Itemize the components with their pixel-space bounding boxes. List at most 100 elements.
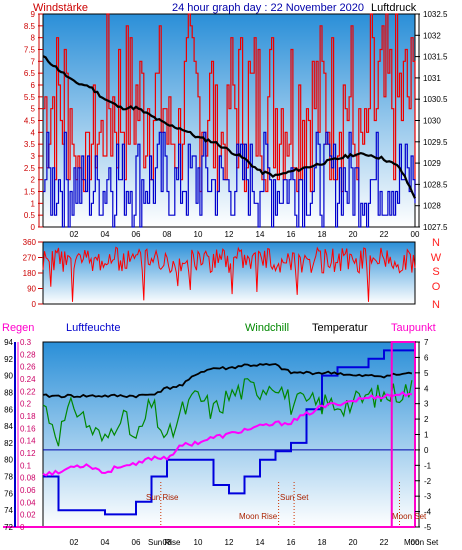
wind-tick-label: 8 xyxy=(31,34,36,43)
temperature-series xyxy=(42,362,413,399)
temp-tick-label: 5 xyxy=(424,369,429,378)
temp-tick-label: 3 xyxy=(424,400,429,409)
compass-label: N xyxy=(432,237,440,249)
rain-tick-label: 0.2 xyxy=(20,400,32,409)
axis-label-moon-set: Moon Set xyxy=(404,538,439,547)
x-tick-label: 06 xyxy=(132,230,141,239)
wind-direction-plot-area xyxy=(42,241,416,305)
humidity-tick-label: 88 xyxy=(4,388,13,397)
rain-tick-label: 0.18 xyxy=(20,412,36,421)
pressure-tick-label: 1028.5 xyxy=(423,180,448,189)
pressure-series xyxy=(42,55,416,199)
rain-tick-label: 0.12 xyxy=(20,449,36,458)
temp-tick-label: 0 xyxy=(424,446,429,455)
rain-tick-label: 0.24 xyxy=(20,375,36,384)
wind-tick-label: 1.5 xyxy=(24,188,36,197)
wind-tick-label: 1 xyxy=(31,199,36,208)
annotation-sun-set: Sun Set xyxy=(280,493,309,502)
wind-tick-label: 2 xyxy=(31,176,36,185)
x-tick-label: 02 xyxy=(70,538,79,547)
x-tick-label: 02 xyxy=(70,230,79,239)
direction-tick-label: 0 xyxy=(32,300,37,309)
wind-tick-label: 0 xyxy=(31,223,36,232)
pressure-tick-label: 1031.5 xyxy=(423,53,448,62)
humidity-tick-label: 84 xyxy=(4,422,13,431)
wind-tick-label: 4.5 xyxy=(24,117,36,126)
x-tick-label: 18 xyxy=(318,230,327,239)
temp-tick-label: -1 xyxy=(424,461,432,470)
wind-direction-series xyxy=(42,246,416,302)
x-tick-label: 04 xyxy=(101,230,110,239)
direction-tick-label: 180 xyxy=(23,269,37,278)
rain-tick-label: 0.1 xyxy=(20,461,32,470)
x-tick-label: 20 xyxy=(349,538,358,547)
wind-tick-label: 4 xyxy=(31,128,36,137)
wind-tick-label: 5 xyxy=(31,105,36,114)
compass-label: W xyxy=(431,252,442,264)
rain-tick-label: 0.3 xyxy=(20,338,32,347)
windchill-series xyxy=(42,378,413,447)
rain-tick-label: 0.06 xyxy=(20,486,36,495)
rain-tick-label: 0.26 xyxy=(20,363,36,372)
humidity-series xyxy=(43,349,415,516)
wind-tick-label: 3 xyxy=(31,152,36,161)
x-tick-label: 16 xyxy=(287,230,296,239)
x-tick-label: 06 xyxy=(132,538,141,547)
humidity-tick-label: 78 xyxy=(4,473,13,482)
x-tick-label: 08 xyxy=(163,230,172,239)
climate-plot-area xyxy=(42,341,416,528)
compass-label: S xyxy=(432,266,439,278)
wind-gust-series xyxy=(43,131,416,228)
x-tick-label: 22 xyxy=(380,230,389,239)
temp-tick-label: 1 xyxy=(424,431,429,440)
legend-luftfeuchte: Luftfeuchte xyxy=(66,322,120,334)
wind-tick-label: 8.5 xyxy=(24,22,36,31)
compass-label: O xyxy=(432,281,441,293)
wind-tick-label: 5.5 xyxy=(24,93,36,102)
x-tick-label: 14 xyxy=(256,538,265,547)
pressure-tick-label: 1032 xyxy=(423,31,441,40)
pressure-tick-label: 1031 xyxy=(423,74,441,83)
rain-tick-label: 0.08 xyxy=(20,474,36,483)
pressure-tick-label: 1027.5 xyxy=(423,223,448,232)
rain-tick-label: 0.16 xyxy=(20,424,36,433)
temp-tick-label: 7 xyxy=(424,338,429,347)
direction-tick-label: 360 xyxy=(23,238,37,247)
humidity-tick-label: 82 xyxy=(4,439,13,448)
rain-tick-label: 0.14 xyxy=(20,437,36,446)
rain-tick-label: 0 xyxy=(20,523,25,532)
x-tick-label: 10 xyxy=(194,230,203,239)
pressure-tick-label: 1029 xyxy=(423,159,441,168)
annotation-sun-rise: Sun Rise xyxy=(146,493,179,502)
header-luftdruck: Luftdruck xyxy=(371,2,417,14)
pressure-tick-label: 1028 xyxy=(423,202,441,211)
x-tick-label: 00 xyxy=(411,230,420,239)
header-windstaerke: Windstärke xyxy=(33,2,88,14)
x-tick-label: 04 xyxy=(101,538,110,547)
wind-tick-label: 7.5 xyxy=(24,46,36,55)
legend-windchill: Windchill xyxy=(245,322,289,334)
axis-label-sun-rise: Sun Rise xyxy=(148,538,181,547)
x-tick-label: 14 xyxy=(256,230,265,239)
x-tick-label: 08 xyxy=(163,538,172,547)
dewpoint-series xyxy=(42,391,413,477)
wind-tick-label: 2.5 xyxy=(24,164,36,173)
wind-tick-label: 9 xyxy=(31,10,36,19)
humidity-tick-label: 92 xyxy=(4,355,13,364)
wind-tick-label: 3.5 xyxy=(24,140,36,149)
wind-tick-label: 6.5 xyxy=(24,69,36,78)
humidity-tick-label: 72 xyxy=(4,523,13,532)
annotation-moon-rise: Moon Rise xyxy=(239,512,278,521)
humidity-tick-label: 86 xyxy=(4,405,13,414)
x-tick-label: 12 xyxy=(225,230,234,239)
pressure-tick-label: 1032.5 xyxy=(423,10,448,19)
x-tick-label: 16 xyxy=(287,538,296,547)
temp-tick-label: -3 xyxy=(424,492,432,501)
temp-tick-label: -5 xyxy=(424,523,432,532)
header-title: 24 hour graph day : 22 November 2020 xyxy=(172,2,364,14)
direction-tick-label: 270 xyxy=(23,254,37,263)
x-tick-label: 18 xyxy=(318,538,327,547)
humidity-tick-label: 80 xyxy=(4,456,13,465)
temp-tick-label: -2 xyxy=(424,477,432,486)
